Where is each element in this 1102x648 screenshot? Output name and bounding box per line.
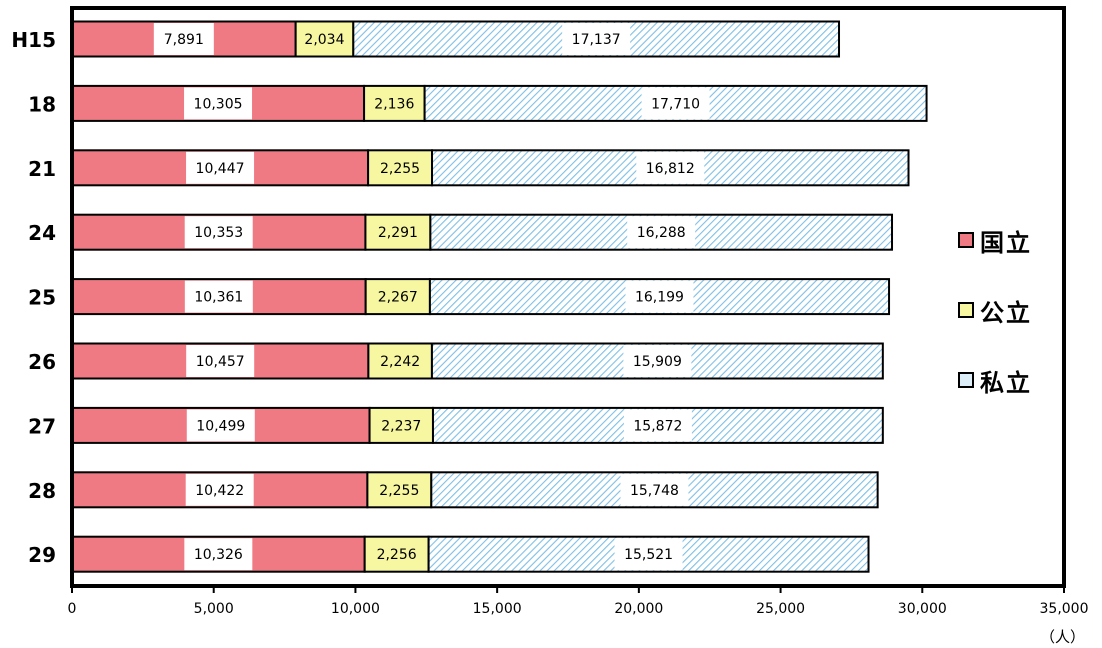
data-label-national: 10,326 [194,547,243,563]
legend-swatch-national [958,232,974,248]
data-label-public: 2,267 [378,290,418,306]
data-label-box [641,87,710,120]
data-label-box [620,473,689,506]
legend-label-private: 私立 [980,368,1032,397]
data-label-national: 10,457 [196,354,245,370]
legend-item-national: 国立 [958,222,1058,258]
legend-label-public: 公立 [980,298,1032,327]
data-label-box [371,151,430,184]
legend-item-private: 私立 [958,362,1058,398]
data-label-box [186,409,255,442]
data-label-private: 17,710 [651,96,700,112]
category-label: H15 [11,28,56,52]
x-tick-label: 25,000 [756,601,805,617]
category-label: 28 [28,479,56,503]
data-label-private: 16,199 [635,290,684,306]
legend-item-public: 公立 [958,292,1058,328]
data-label-private: 15,872 [633,418,682,434]
data-label-box [184,280,253,313]
legend-swatch-public [958,302,974,318]
data-label-box [184,538,253,571]
data-label-box [625,280,694,313]
data-label-box [636,151,705,184]
data-label-public: 2,136 [374,96,414,112]
data-label-box [367,87,422,120]
data-label-public: 2,255 [380,161,420,177]
data-label-box [371,345,429,377]
data-label-box [153,23,214,55]
x-tick-label: 35,000 [1040,601,1089,617]
data-label-private: 15,909 [633,354,682,370]
category-label: 29 [28,543,56,567]
data-label-box [623,345,692,377]
data-label-box [185,473,254,506]
x-axis-unit-label: （人） [1040,628,1086,646]
legend-swatch-private [958,372,974,388]
data-label-private: 16,812 [646,161,695,177]
data-label-box [368,280,427,313]
category-label: 27 [28,414,56,438]
data-label-box [186,151,255,184]
data-label-public: 2,034 [304,32,344,48]
data-label-public: 2,291 [378,225,418,241]
category-label: 26 [28,350,56,374]
data-label-private: 15,748 [630,483,679,499]
data-label-box [367,538,426,571]
x-tick-label: 20,000 [614,601,663,617]
legend-label-national: 国立 [980,228,1032,257]
x-tick-label: 30,000 [898,601,947,617]
data-label-public: 2,242 [380,354,420,370]
data-label-box [627,216,696,249]
category-label: 21 [28,157,56,181]
data-label-national: 10,499 [196,418,245,434]
data-label-national: 10,361 [194,290,243,306]
data-label-box [298,23,351,55]
data-label-public: 2,256 [377,547,417,563]
data-label-box [623,409,692,442]
data-label-box [184,216,253,249]
plot-frame [70,6,1066,588]
data-label-national: 7,891 [164,32,204,48]
data-label-private: 15,521 [624,547,673,563]
data-label-private: 16,288 [637,225,686,241]
data-label-box [562,23,631,55]
data-label-box [186,345,255,377]
data-label-box [372,409,430,442]
x-tick-label: 10,000 [331,601,380,617]
data-label-box [370,473,429,506]
x-tick-label: 0 [68,601,77,617]
data-label-box [368,216,428,249]
category-label: 24 [28,221,56,245]
data-label-national: 10,422 [195,483,244,499]
data-label-national: 10,447 [196,161,245,177]
data-label-public: 2,255 [379,483,419,499]
x-tick-label: 5,000 [194,601,234,617]
data-label-box [184,87,253,120]
category-label: 25 [28,286,56,310]
x-tick-label: 15,000 [473,601,522,617]
legend: 国立 公立 私立 [958,222,1058,432]
category-label: 18 [28,92,56,116]
data-label-box [614,538,683,571]
data-label-private: 17,137 [572,32,621,48]
data-label-public: 2,237 [381,418,421,434]
data-label-national: 10,353 [194,225,243,241]
data-label-national: 10,305 [194,96,243,112]
